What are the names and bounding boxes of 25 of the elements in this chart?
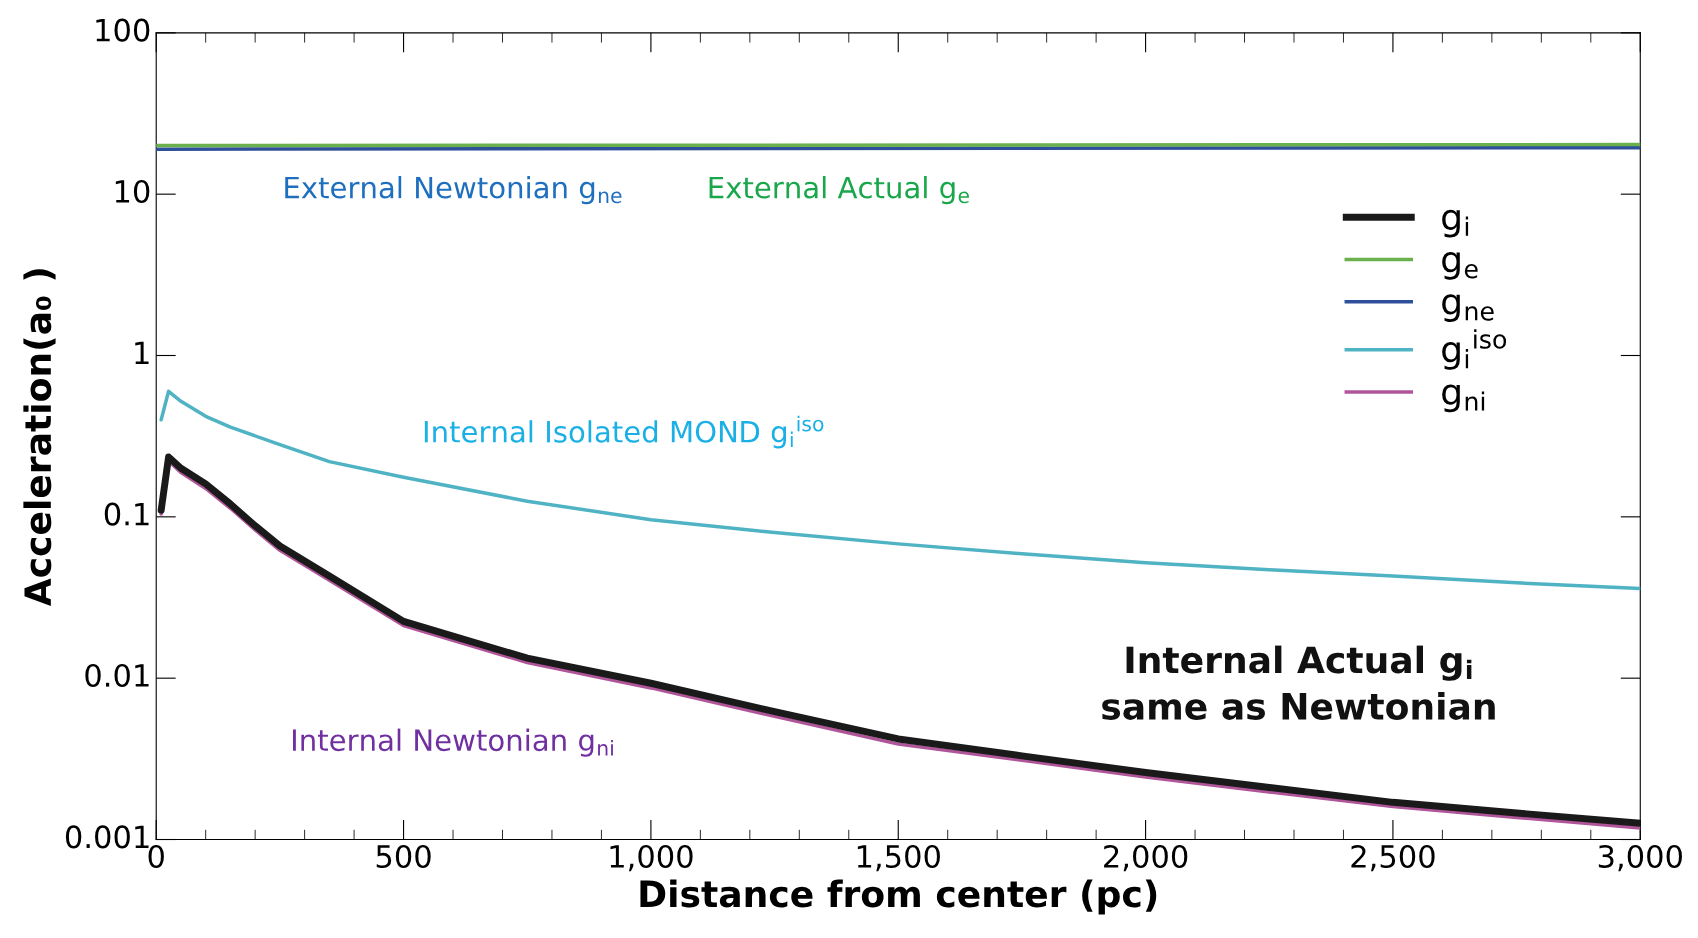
legend-label: g$_{ne}$ — [1442, 294, 1494, 322]
x-tick-label: 2,500 — [1351, 844, 1435, 872]
x-tick-label: 2,000 — [1104, 844, 1188, 872]
x-axis-title: Distance from center (pc) — [640, 879, 1157, 915]
y-tick-label: 10 — [115, 179, 150, 204]
x-tick-label: 1,000 — [610, 844, 693, 872]
y-tick-label: 0.01 — [85, 663, 149, 688]
legend-label: g$_{ni}$ — [1442, 384, 1485, 413]
annotation: Internal Newtonian g$_{ni}$ — [292, 728, 613, 757]
annotation: External Newtonian g$_{ne}$ — [285, 175, 622, 205]
annotation: Internal Isolated MOND g$_{i}$$^{iso}$ — [424, 415, 824, 449]
annotation: External Actual g$_{e}$ — [709, 175, 969, 205]
legend-label: g$_{e}$ — [1442, 251, 1478, 280]
legend-label: g$_{i}$$^{iso}$ — [1442, 329, 1507, 370]
y-tick-label: 0.001 — [65, 825, 149, 849]
x-tick-label: 1,500 — [857, 844, 940, 872]
y-tick-label: 1 — [135, 341, 149, 364]
x-tick-label: 0 — [148, 844, 164, 869]
y-tick-label: 0.1 — [104, 502, 149, 526]
legend-label: g$_{i}$ — [1442, 209, 1469, 238]
y-axis-title: Acceleration(a₀ ) — [23, 269, 56, 607]
x-tick-label: 500 — [376, 844, 431, 869]
x-tick-label: 3,000 — [1598, 844, 1682, 872]
annotation: Internal Actual g$_{i}$ same as Newtonian — [1102, 645, 1495, 720]
y-tick-label: 100 — [96, 18, 150, 42]
